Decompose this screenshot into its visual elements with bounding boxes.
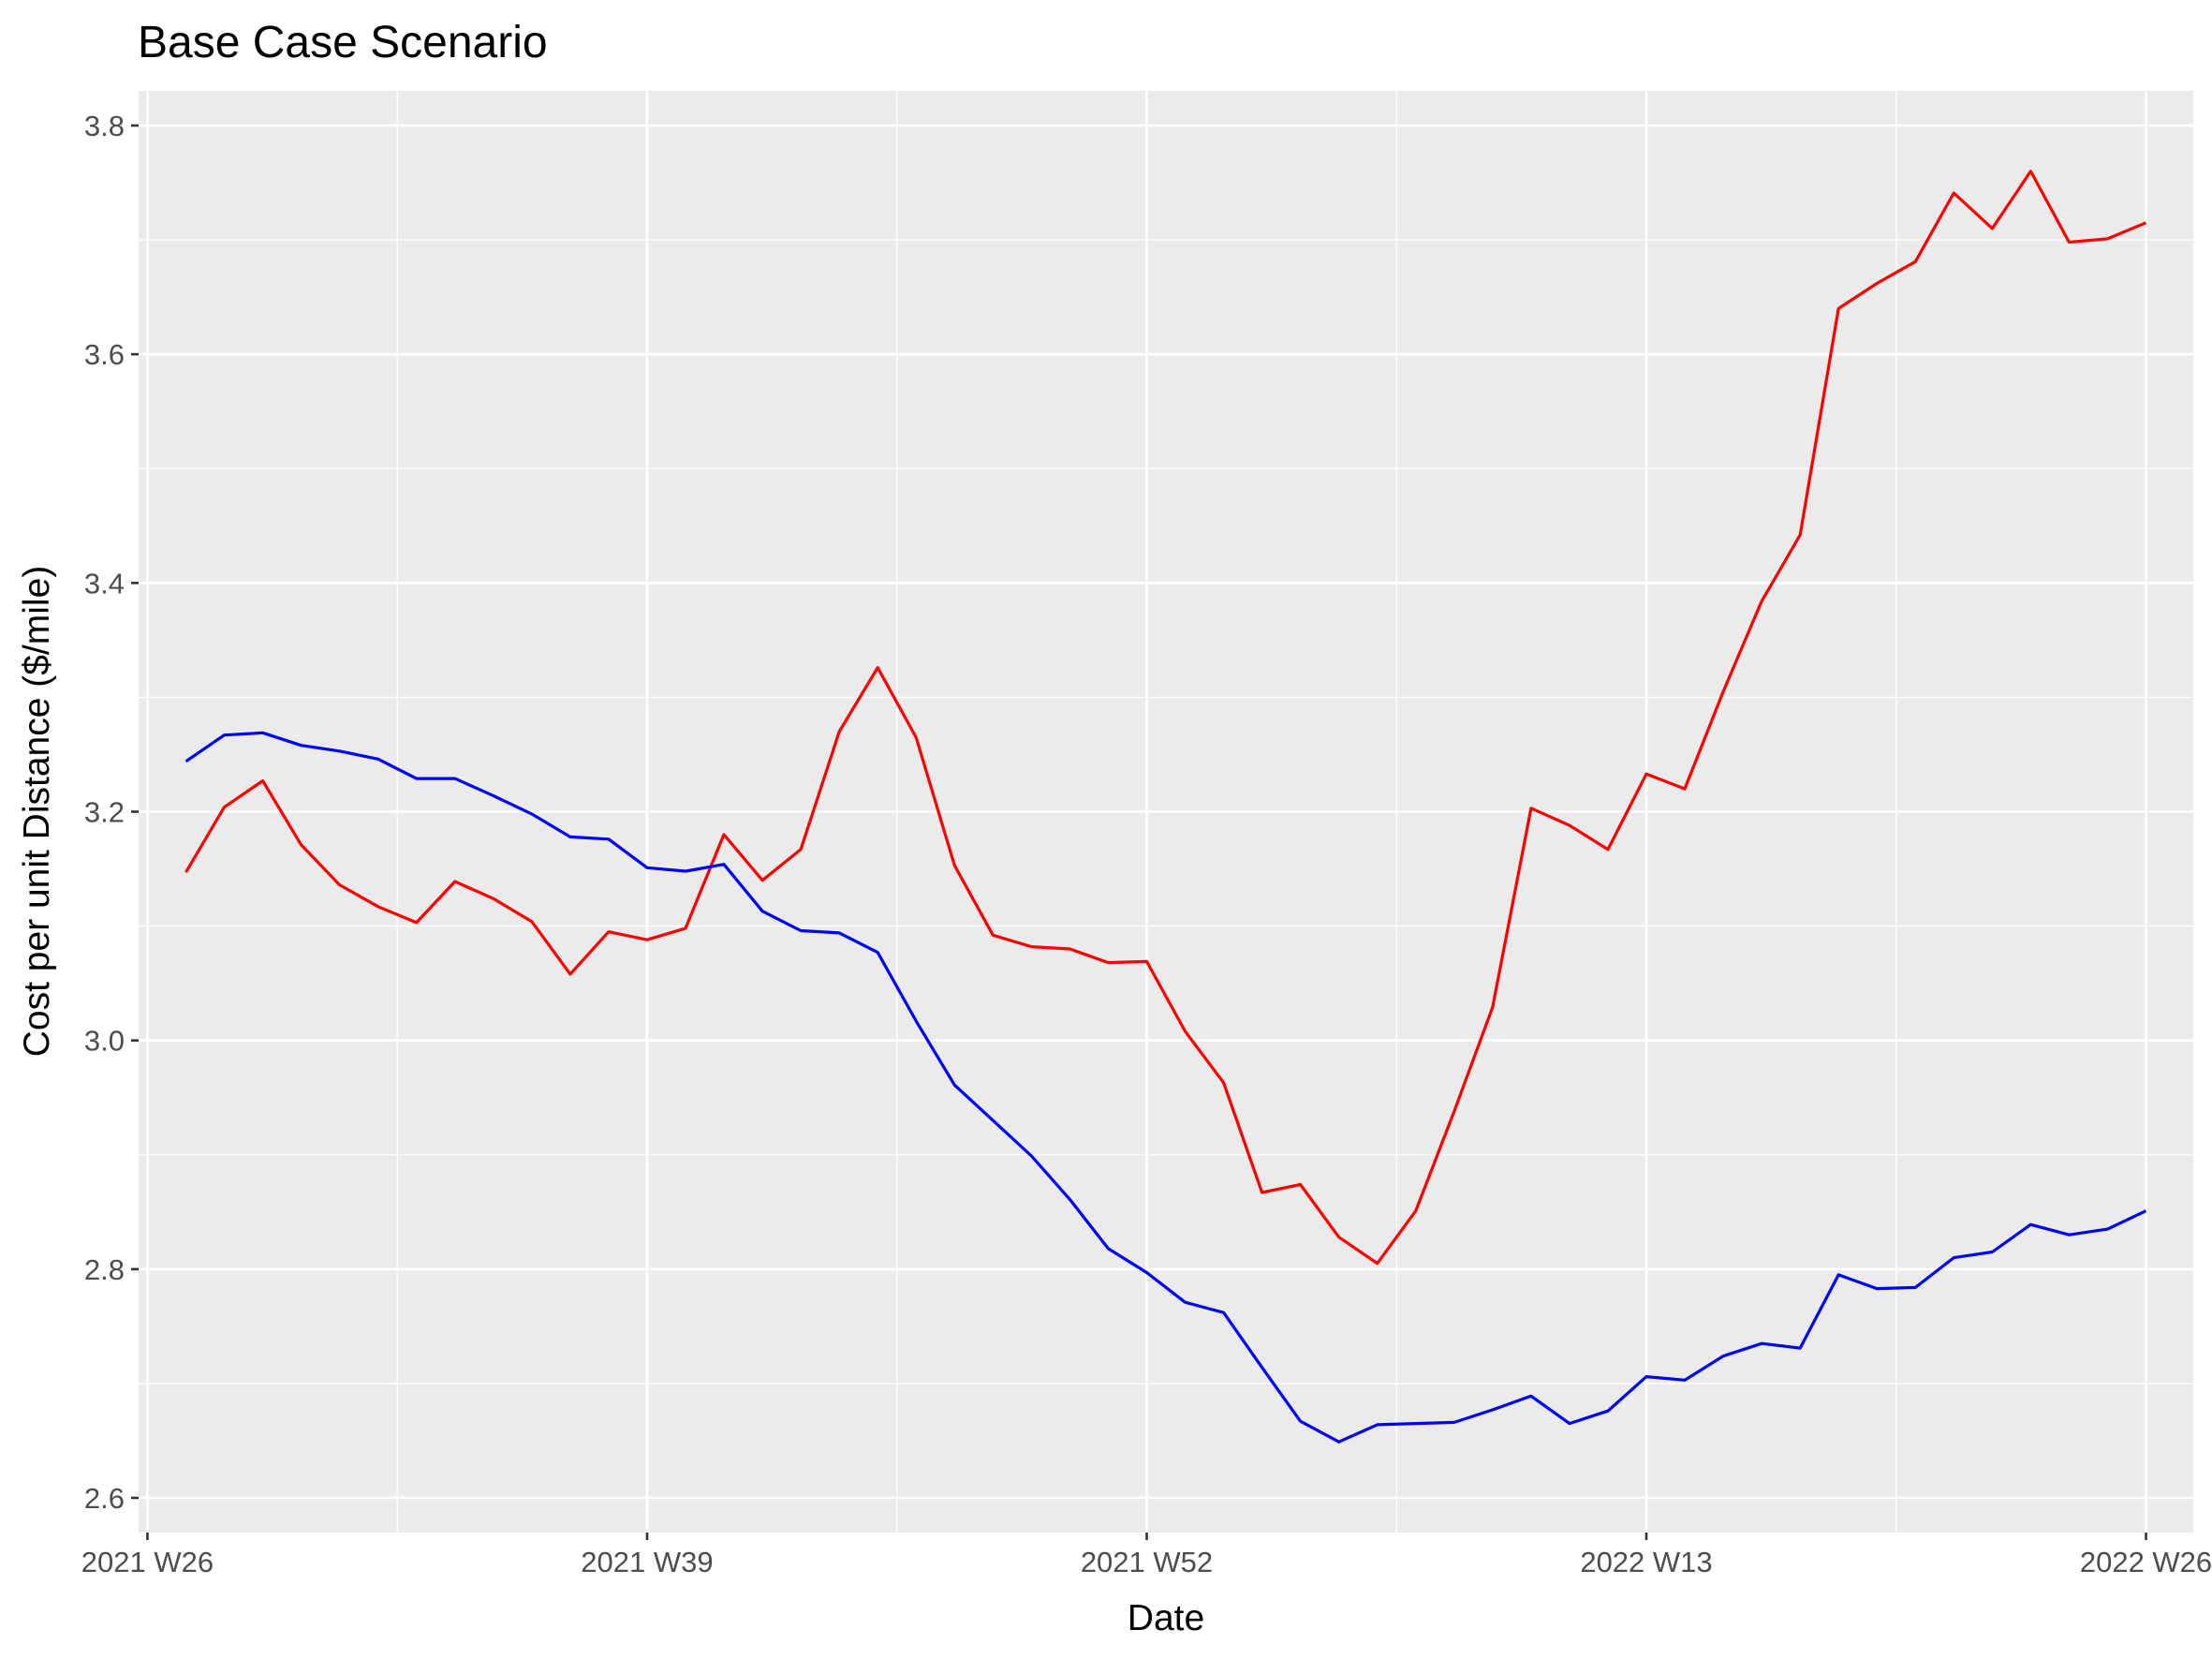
chart-title: Base Case Scenario [138,18,548,67]
series-layer [184,170,2147,1444]
major-gridlines [139,91,2193,1533]
x-tick-label: 2022 W13 [1580,1546,1712,1578]
blue-series-line [184,731,2147,1444]
x-tick-label: 2021 W52 [1081,1546,1213,1578]
x-axis-title: Date [1128,1598,1204,1638]
y-tick-label: 3.2 [84,796,125,829]
y-tick-label: 2.8 [84,1253,125,1286]
x-tick-label: 2022 W26 [2080,1546,2212,1578]
y-tick-label: 3.6 [84,338,125,371]
y-tick-label: 3.0 [84,1025,125,1058]
y-axis: 2.6 2.8 3.0 3.2 3.4 3.6 3.8 [84,110,139,1515]
x-tick-label: 2021 W26 [81,1546,214,1578]
x-tick-label: 2021 W39 [581,1546,713,1578]
red-series-line [184,170,2147,1266]
x-axis: 2021 W26 2021 W39 2021 W52 2022 W13 2022 W26 [81,1533,2212,1578]
y-axis-title: Cost per unit Distance ($/mile) [17,566,57,1058]
y-tick-label: 2.6 [84,1482,125,1515]
y-tick-label: 3.8 [84,110,125,142]
y-tick-label: 3.4 [84,567,125,600]
